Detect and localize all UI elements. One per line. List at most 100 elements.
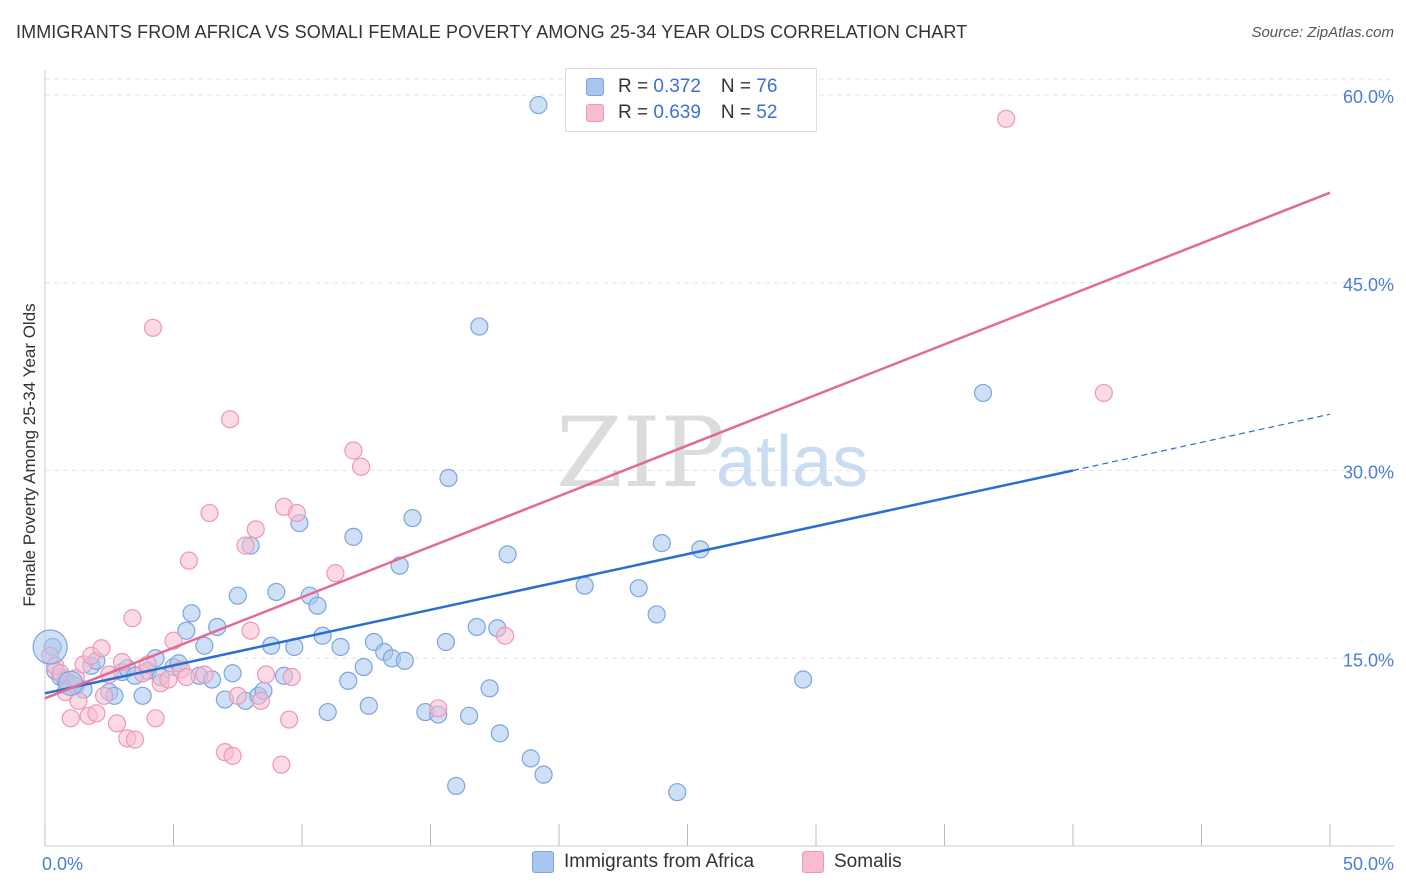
data-point bbox=[429, 699, 448, 718]
data-point bbox=[95, 686, 114, 705]
data-point bbox=[436, 632, 456, 652]
data-point bbox=[403, 508, 422, 528]
data-point bbox=[177, 667, 196, 687]
data-point bbox=[223, 664, 242, 683]
stats-legend: R = 0.372 N = 76 R = 0.639 N = 52 bbox=[565, 68, 817, 132]
data-point bbox=[344, 527, 363, 546]
legend-label-somalis: Somalis bbox=[834, 851, 902, 872]
data-point bbox=[220, 410, 240, 429]
data-point bbox=[143, 318, 163, 337]
data-point bbox=[87, 704, 106, 723]
data-point bbox=[629, 579, 648, 598]
x-tick-label-max: 50.0% bbox=[1343, 854, 1394, 874]
y-tick-label: 15.0% bbox=[1343, 650, 1394, 670]
data-point bbox=[92, 639, 111, 658]
data-point bbox=[354, 657, 373, 677]
data-point bbox=[159, 670, 178, 689]
data-point bbox=[490, 724, 509, 743]
data-point bbox=[61, 709, 80, 728]
data-point bbox=[182, 604, 201, 623]
data-point bbox=[973, 383, 993, 403]
data-point bbox=[107, 714, 127, 733]
data-point bbox=[125, 730, 145, 749]
data-point bbox=[123, 609, 142, 628]
data-point bbox=[529, 95, 548, 115]
watermark-zip: ZIP bbox=[556, 397, 725, 509]
data-point bbox=[241, 621, 260, 640]
data-point bbox=[480, 679, 499, 698]
data-point bbox=[447, 776, 466, 796]
legend-row-somalis: R = 0.639 N = 52 bbox=[586, 100, 777, 126]
data-point bbox=[200, 503, 219, 523]
data-point bbox=[668, 783, 687, 802]
data-point bbox=[495, 626, 515, 645]
trend-lines bbox=[44, 191, 1331, 700]
data-point bbox=[228, 586, 247, 605]
legend-n-value: 76 bbox=[756, 76, 778, 97]
data-point bbox=[246, 520, 265, 539]
legend-swatch-somalis bbox=[802, 851, 824, 873]
y-tick-labels: 15.0% 30.0% 45.0% 60.0% bbox=[1343, 87, 1394, 670]
trend-line-somalis bbox=[44, 191, 1331, 700]
data-point bbox=[439, 468, 458, 488]
data-point bbox=[272, 755, 291, 774]
data-point bbox=[344, 441, 363, 460]
data-point bbox=[308, 596, 327, 615]
legend-item-africa: Immigrants from Africa bbox=[532, 851, 754, 873]
data-point bbox=[267, 582, 286, 602]
trend-line-africa bbox=[44, 469, 1074, 695]
data-point bbox=[467, 617, 486, 637]
data-point bbox=[652, 534, 671, 553]
data-point bbox=[223, 746, 242, 765]
legend-n-value: 52 bbox=[756, 102, 778, 123]
y-tick-label: 60.0% bbox=[1343, 87, 1394, 107]
data-point bbox=[133, 686, 152, 705]
data-point bbox=[326, 564, 345, 583]
data-point bbox=[1094, 383, 1113, 403]
data-point bbox=[498, 545, 517, 564]
data-point bbox=[195, 636, 214, 655]
data-point bbox=[331, 637, 350, 657]
source-credit: Source: ZipAtlas.com bbox=[1251, 24, 1394, 41]
data-point bbox=[534, 765, 553, 784]
watermark: ZIP atlas bbox=[556, 397, 868, 509]
data-point bbox=[470, 317, 489, 336]
data-point bbox=[997, 109, 1016, 128]
data-point bbox=[177, 621, 196, 640]
legend-row-africa: R = 0.372 N = 76 bbox=[586, 74, 777, 100]
data-point bbox=[459, 706, 479, 725]
data-point bbox=[236, 536, 255, 555]
data-point bbox=[339, 671, 358, 690]
data-point bbox=[794, 670, 813, 689]
legend-label-africa: Immigrants from Africa bbox=[564, 851, 755, 872]
y-axis-label: Female Poverty Among 25-34 Year Olds bbox=[20, 303, 39, 606]
trend-line-africa-extension bbox=[1072, 413, 1331, 472]
data-point bbox=[195, 665, 214, 684]
data-point bbox=[359, 696, 378, 715]
data-point bbox=[575, 576, 594, 595]
data-point bbox=[146, 709, 165, 728]
gridlines bbox=[45, 78, 1394, 659]
data-point bbox=[32, 629, 68, 665]
data-point bbox=[256, 665, 276, 684]
data-point bbox=[179, 551, 199, 570]
data-point bbox=[251, 691, 270, 710]
data-points bbox=[32, 95, 1113, 802]
data-point bbox=[282, 667, 301, 687]
legend-n-label: N = bbox=[720, 76, 757, 97]
data-point bbox=[228, 686, 247, 705]
data-point bbox=[395, 651, 414, 670]
data-point bbox=[287, 503, 306, 523]
legend-swatch-africa bbox=[586, 78, 604, 96]
legend-item-somalis: Somalis bbox=[802, 851, 902, 873]
data-point bbox=[313, 626, 332, 645]
legend-n-label: N = bbox=[720, 102, 757, 123]
x-tick-label-min: 0.0% bbox=[42, 854, 83, 874]
legend-r-value: 0.639 bbox=[653, 102, 701, 123]
legend-r-label: R = bbox=[618, 76, 654, 97]
watermark-atlas: atlas bbox=[716, 422, 868, 502]
data-point bbox=[280, 710, 299, 729]
legend-r-label: R = bbox=[618, 102, 654, 123]
data-point bbox=[318, 702, 337, 722]
